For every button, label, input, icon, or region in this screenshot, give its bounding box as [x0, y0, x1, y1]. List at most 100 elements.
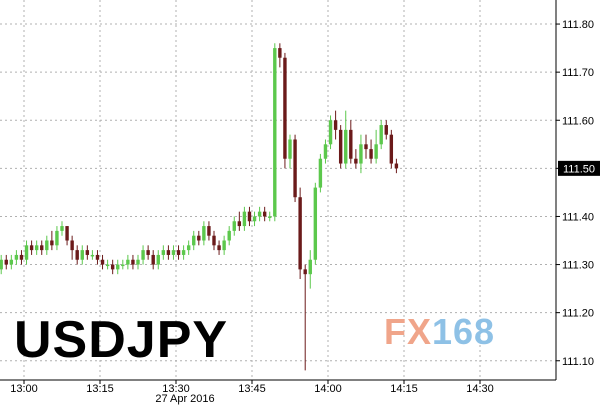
candle-body [394, 163, 399, 169]
candle-down [131, 254, 135, 270]
candle-body [384, 125, 388, 135]
candle-body [202, 226, 206, 241]
candle-body [95, 254, 100, 260]
candle-down [303, 264, 307, 371]
candle-up [273, 43, 277, 222]
candle-up [227, 226, 231, 246]
y-tick-label: 111.30 [562, 260, 594, 272]
candle-down [197, 230, 201, 246]
candle-down [369, 139, 373, 164]
candle-body [146, 250, 150, 255]
candle-body [217, 245, 221, 251]
symbol-title: USDJPY [14, 311, 229, 369]
candle-down [176, 245, 181, 260]
x-tick-label: 14:15 [390, 383, 418, 395]
x-tick-label: 14:30 [466, 383, 494, 395]
candle-body [116, 264, 120, 270]
x-tick-label: 13:15 [86, 383, 114, 395]
candle-down [151, 250, 155, 270]
candle-up [14, 250, 19, 265]
candle-body [328, 120, 333, 145]
candle-body [344, 129, 348, 164]
candle-down [212, 230, 216, 251]
candle-down [110, 259, 115, 275]
candle-down [217, 240, 221, 255]
candle-body [90, 254, 95, 257]
candle-body [151, 254, 155, 265]
candle-body [257, 211, 262, 217]
candle-up [242, 206, 247, 231]
candle-down [19, 250, 24, 265]
candle-down [70, 235, 74, 260]
candle-up [222, 235, 226, 255]
candle-body [50, 240, 54, 246]
candle-up [308, 250, 312, 289]
candle-body [166, 250, 171, 255]
candle-up [0, 254, 3, 275]
candle-body [354, 158, 358, 164]
candle-body [85, 250, 90, 255]
brand-fx: FX [384, 311, 433, 352]
candle-down [29, 240, 34, 255]
candle-down [146, 245, 150, 260]
last-price-marker: 111.50 [558, 160, 600, 176]
candle-down [283, 52, 287, 169]
candle-body [75, 250, 79, 260]
candle-down [247, 206, 252, 227]
candle-body [364, 144, 368, 150]
candle-body [313, 187, 318, 260]
y-tick-label: 111.40 [562, 211, 594, 223]
x-tick-label: 13:30 [162, 383, 190, 395]
candle-down [338, 125, 343, 169]
candle-down [298, 187, 302, 279]
candle-up [24, 240, 29, 265]
candle-up [232, 216, 236, 236]
candle-down [4, 254, 8, 270]
candle-up [136, 254, 140, 270]
candle-body [45, 240, 49, 251]
candle-up [186, 240, 191, 255]
candle-body [34, 245, 39, 251]
candle-up [141, 245, 145, 265]
candle-up [45, 235, 49, 255]
brand-logo: FX168 [384, 314, 495, 350]
candle-body [293, 139, 297, 198]
candle-body [232, 221, 236, 231]
candle-body [308, 259, 312, 275]
candle-body [374, 144, 378, 159]
candle-body [141, 250, 145, 260]
candle-up [374, 129, 378, 164]
candle-body [303, 269, 307, 275]
x-tick-labels: 13:00 13:15 13:30 13:45 14:00 14:15 14:30 [10, 383, 494, 395]
candle-down [354, 149, 358, 169]
candle-down [394, 158, 399, 174]
candle-down [85, 245, 90, 260]
candle-body [197, 235, 201, 241]
candle-body [338, 129, 343, 164]
candle-up [60, 221, 64, 236]
candle-body [176, 250, 181, 255]
candle-down [100, 254, 105, 270]
candle-body [126, 259, 130, 265]
candle-up [379, 120, 383, 150]
candle-body [186, 245, 191, 251]
candle-down [166, 245, 171, 260]
candle-body [192, 235, 196, 246]
candle-body [19, 254, 24, 260]
candle-down [50, 230, 54, 251]
candle-down [384, 120, 388, 140]
candle-down [293, 134, 297, 203]
candle-down [262, 206, 267, 222]
candle-body [318, 158, 323, 188]
candle-up [323, 139, 328, 164]
candle-body [323, 144, 328, 159]
candle-up [252, 211, 257, 227]
candle-down [333, 110, 338, 140]
candle-up [313, 182, 318, 265]
candle-body [0, 259, 3, 270]
candle-body [131, 259, 135, 265]
candle-body [14, 254, 19, 260]
candle-up [318, 153, 323, 193]
candle-body [242, 211, 247, 227]
